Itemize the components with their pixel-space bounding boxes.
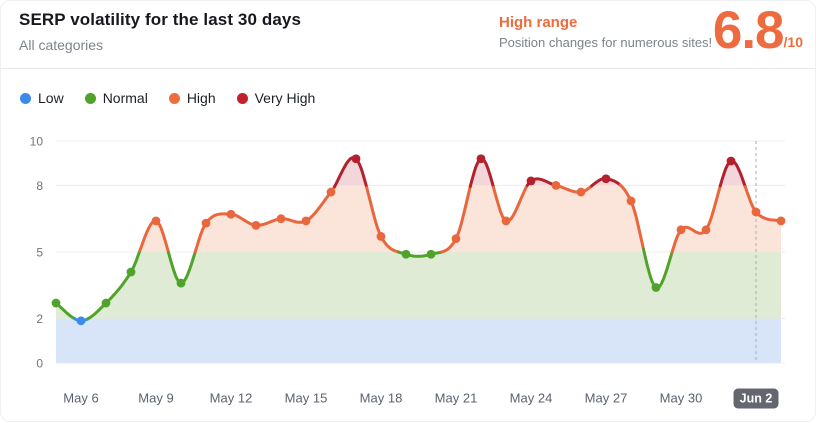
range-label: High range [499, 14, 578, 31]
legend-item-very-high: Very High [236, 90, 316, 106]
legend-label: Normal [102, 90, 148, 106]
volatility-line-segment [333, 156, 369, 189]
data-point[interactable] [476, 154, 486, 164]
x-axis-label: May 9 [138, 391, 173, 406]
category-filter-label: All categories [19, 37, 104, 53]
data-point[interactable] [376, 232, 386, 241]
x-axis-label: May 27 [585, 391, 628, 406]
volatility-line-segment [193, 185, 337, 254]
data-point[interactable] [301, 216, 311, 226]
x-axis-label: May 6 [63, 391, 98, 406]
data-point[interactable] [551, 181, 561, 190]
data-point[interactable] [201, 218, 211, 228]
x-axis-label: May 24 [510, 391, 553, 406]
data-point[interactable] [451, 234, 461, 244]
legend-dot-icon [236, 92, 248, 104]
volatility-line-segment [138, 219, 170, 255]
data-point[interactable] [701, 225, 711, 235]
legend-dot-icon [168, 92, 180, 104]
volatility-line-segment [743, 185, 783, 223]
data-point[interactable] [51, 298, 61, 308]
volatility-line-segment [86, 249, 142, 321]
legend-item-high: High [168, 90, 216, 106]
x-axis-label: May 18 [360, 391, 403, 406]
x-axis-label-current: Jun 2 [740, 392, 773, 406]
data-point[interactable] [126, 267, 136, 277]
data-point[interactable] [601, 174, 611, 184]
legend-label: Low [38, 90, 64, 106]
legend-dot-icon [84, 92, 96, 104]
volatility-line-segment [365, 185, 401, 254]
x-axis-label: May 30 [660, 391, 703, 406]
volatility-line-segment [554, 183, 594, 194]
current-day-badge [733, 388, 779, 409]
page-title: SERP volatility for the last 30 days [19, 10, 301, 29]
volatility-line-segment [670, 184, 722, 254]
data-point[interactable] [101, 298, 111, 308]
y-axis-label: 8 [36, 179, 43, 193]
data-point[interactable] [76, 316, 86, 326]
chart-legend: Low Normal High Very High [20, 90, 315, 106]
data-point[interactable] [251, 220, 261, 230]
data-point[interactable] [651, 283, 661, 292]
band-fill-high [56, 185, 781, 252]
y-axis-label: 5 [36, 246, 43, 260]
score-max: /10 [783, 34, 803, 50]
data-point[interactable] [676, 225, 686, 235]
data-point[interactable] [726, 156, 736, 166]
legend-label: Very High [254, 90, 316, 106]
header-divider [1, 68, 815, 69]
x-axis-label: May 21 [435, 391, 478, 406]
y-axis-label: 10 [30, 135, 44, 149]
data-point[interactable] [176, 278, 186, 288]
data-point[interactable] [426, 249, 436, 259]
data-point[interactable] [226, 209, 236, 219]
data-point[interactable] [276, 214, 286, 224]
y-axis-label: 2 [36, 312, 43, 326]
legend-item-normal: Normal [84, 90, 148, 106]
data-point[interactable] [401, 249, 411, 259]
data-point[interactable] [576, 187, 586, 197]
data-point[interactable] [751, 207, 761, 217]
band-fill-normal [56, 252, 781, 319]
x-axis-label: May 15 [285, 391, 328, 406]
data-point[interactable] [326, 187, 336, 197]
volatility-score: 6.8 /10 [712, 1, 803, 60]
data-point[interactable] [351, 154, 361, 164]
volatility-line-segment [167, 250, 197, 285]
volatility-line-segment [492, 183, 529, 223]
legend-item-low: Low [20, 90, 64, 106]
range-description: Position changes for numerous sites! [499, 35, 713, 50]
volatility-line-segment [642, 247, 674, 290]
volatility-line-segment [618, 183, 645, 251]
data-point[interactable] [626, 196, 636, 206]
band-fill-very-high [56, 157, 781, 186]
data-point[interactable] [526, 176, 536, 186]
range-summary: High range Position changes for numerous… [499, 14, 712, 50]
score-value: 6.8 [712, 1, 785, 60]
band-fill-low [56, 318, 781, 363]
y-axis-label: 0 [36, 357, 43, 371]
data-point[interactable] [151, 216, 161, 226]
x-axis-label: May 12 [210, 391, 253, 406]
data-point[interactable] [776, 216, 786, 226]
data-point[interactable] [501, 216, 511, 226]
legend-dot-icon [20, 92, 31, 104]
legend-label: High [186, 90, 216, 106]
volatility-line-segment [468, 157, 495, 189]
